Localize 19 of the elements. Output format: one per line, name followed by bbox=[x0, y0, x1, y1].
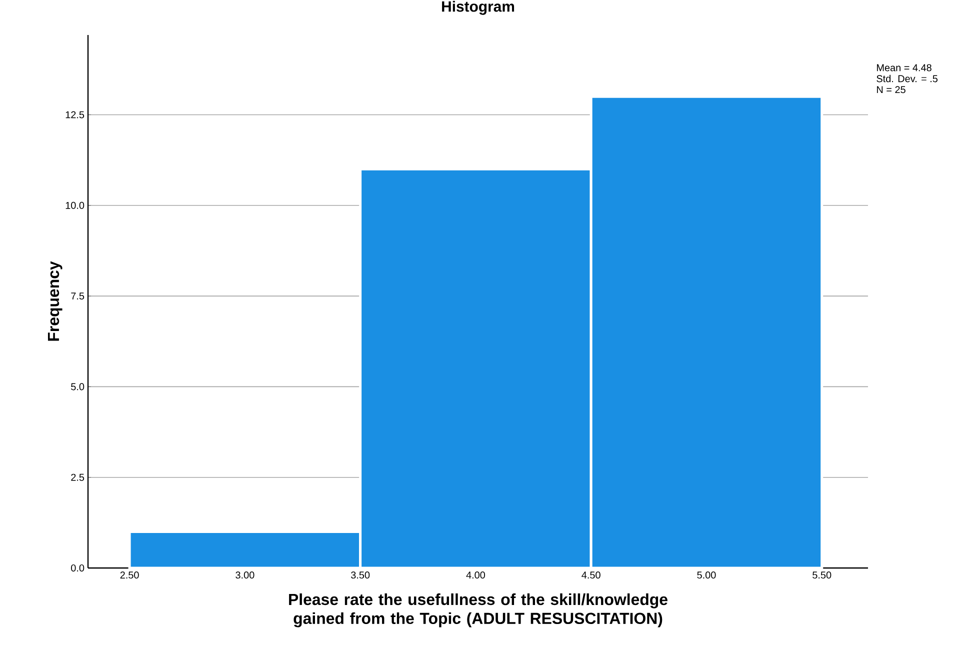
y-tick-label: 7.5 bbox=[71, 292, 84, 300]
y-tick-label: 10.0 bbox=[66, 202, 84, 209]
x-tick-label: 3.00 bbox=[236, 572, 254, 579]
x-tick-label: 4.00 bbox=[466, 572, 486, 579]
y-tick-label: 12.5 bbox=[66, 111, 84, 118]
text: Mean = 4.48 bbox=[877, 64, 932, 72]
x-tick-label: 2.50 bbox=[120, 572, 139, 579]
x-tick-label: 4.50 bbox=[582, 572, 600, 579]
x-tick-label: 3.50 bbox=[350, 572, 370, 579]
y-tick-label: 2.5 bbox=[71, 474, 84, 481]
y-axis-title: Frequency bbox=[48, 261, 62, 341]
text: Std. Dev. = .5 bbox=[876, 74, 938, 82]
x-axis-title: Please rate the usefullness of the skill/knowledge gained from the Topic (ADULT RESUSCITATION) bbox=[289, 593, 668, 628]
x-tick-label: 5.00 bbox=[697, 572, 716, 579]
y-tick-label: 0.0 bbox=[71, 564, 84, 572]
chart-title: Histogram bbox=[442, 0, 514, 15]
text: N = 25 bbox=[877, 86, 906, 94]
x-tick-label: 5.50 bbox=[812, 572, 832, 579]
y-tick-label: 5.0 bbox=[71, 383, 84, 390]
